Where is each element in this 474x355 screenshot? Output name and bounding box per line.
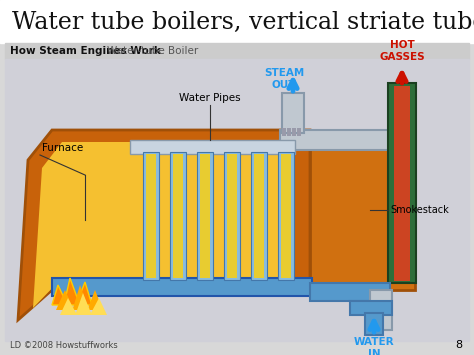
Text: STEAM
OUT: STEAM OUT — [264, 69, 304, 90]
Bar — [278, 152, 294, 280]
Bar — [388, 83, 416, 283]
Bar — [5, 43, 469, 59]
Bar — [251, 152, 267, 280]
Polygon shape — [52, 278, 92, 305]
Bar — [130, 140, 295, 154]
Bar — [350, 301, 392, 315]
Bar — [146, 154, 156, 278]
Text: Furnace: Furnace — [42, 143, 83, 153]
Bar — [197, 152, 213, 280]
Bar — [394, 86, 410, 281]
Text: 8: 8 — [455, 340, 462, 350]
Bar — [227, 154, 237, 278]
Text: Water tube boilers, vertical striate tubes: Water tube boilers, vertical striate tub… — [12, 11, 474, 34]
Bar — [173, 154, 183, 278]
Text: LD ©2008 Howstuffworks: LD ©2008 Howstuffworks — [10, 341, 118, 350]
Text: Water Pipes: Water Pipes — [179, 93, 241, 103]
Polygon shape — [60, 293, 107, 315]
Bar — [282, 93, 304, 133]
Text: How Steam Engines Work: How Steam Engines Work — [10, 46, 161, 56]
Bar — [52, 278, 312, 296]
Bar — [310, 130, 415, 290]
Bar — [365, 313, 383, 335]
Bar — [281, 154, 291, 278]
Bar — [200, 154, 210, 278]
Bar — [292, 128, 296, 136]
Text: Water-tube Boiler: Water-tube Boiler — [107, 46, 198, 56]
Bar — [5, 59, 469, 341]
Bar — [310, 283, 390, 301]
Bar — [170, 152, 186, 280]
Polygon shape — [33, 142, 295, 308]
Text: Smokestack: Smokestack — [390, 205, 449, 215]
Polygon shape — [18, 130, 310, 320]
Bar — [280, 130, 410, 150]
Polygon shape — [56, 285, 103, 310]
Text: HOT
GASSES: HOT GASSES — [379, 40, 425, 62]
Bar — [0, 0, 474, 43]
Bar — [297, 128, 301, 136]
Bar — [282, 128, 286, 136]
Bar — [254, 154, 264, 278]
Bar — [287, 128, 291, 136]
Bar — [143, 152, 159, 280]
Text: WATER
IN: WATER IN — [354, 337, 394, 355]
Bar — [370, 290, 392, 330]
Bar — [224, 152, 240, 280]
